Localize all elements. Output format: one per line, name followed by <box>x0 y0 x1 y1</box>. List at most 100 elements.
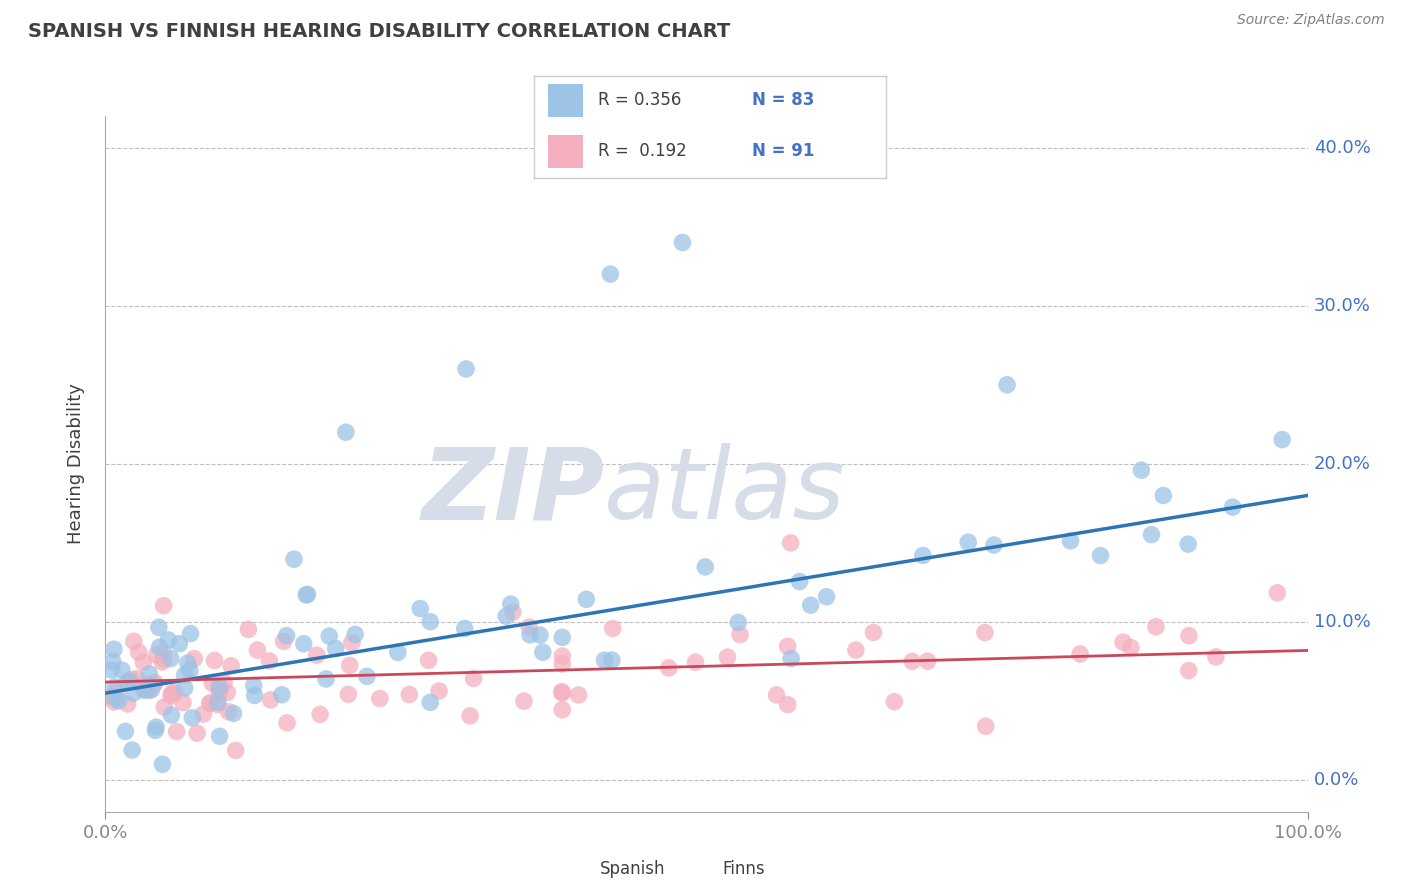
Point <box>309 707 332 722</box>
Point <box>128 645 150 659</box>
Point <box>368 691 391 706</box>
Bar <box>548 136 583 168</box>
Point <box>208 680 231 694</box>
Point <box>153 700 176 714</box>
Point <box>779 536 801 550</box>
Point <box>502 605 524 619</box>
Point <box>780 651 803 665</box>
Text: N = 91: N = 91 <box>752 142 814 160</box>
Point <box>1152 488 1174 502</box>
Point <box>135 677 157 691</box>
Point <box>776 698 799 712</box>
Point <box>1144 620 1167 634</box>
Point <box>107 693 129 707</box>
Point <box>1177 664 1199 678</box>
Point <box>356 669 378 683</box>
Point <box>339 658 361 673</box>
Point <box>207 698 229 712</box>
Point <box>169 637 191 651</box>
Point <box>911 549 934 563</box>
Point <box>409 601 432 615</box>
Point <box>499 597 522 611</box>
Point <box>246 643 269 657</box>
Point <box>207 695 229 709</box>
Point <box>463 672 485 686</box>
Point <box>1119 640 1142 655</box>
Point <box>340 635 363 649</box>
Point <box>551 630 574 644</box>
Point <box>117 697 139 711</box>
Point <box>671 235 693 250</box>
Point <box>1140 527 1163 541</box>
Text: SPANISH VS FINNISH HEARING DISABILITY CORRELATION CHART: SPANISH VS FINNISH HEARING DISABILITY CO… <box>28 22 730 41</box>
Point <box>1222 500 1244 515</box>
Point <box>297 587 319 601</box>
Point <box>160 687 183 701</box>
Point <box>122 634 145 648</box>
Point <box>800 598 823 612</box>
Point <box>180 626 202 640</box>
Point <box>957 535 980 549</box>
Point <box>121 673 143 687</box>
Point <box>101 655 124 669</box>
Point <box>550 685 572 699</box>
Point <box>160 689 183 703</box>
Point <box>204 653 226 667</box>
Point <box>148 640 170 655</box>
Point <box>104 680 127 694</box>
Point <box>242 679 264 693</box>
Point <box>105 683 128 698</box>
Point <box>283 552 305 566</box>
Text: 20.0%: 20.0% <box>1313 455 1371 473</box>
Point <box>181 711 204 725</box>
Point <box>173 668 195 682</box>
Point <box>1265 586 1288 600</box>
Point <box>419 695 441 709</box>
Text: 0.0%: 0.0% <box>1313 771 1360 789</box>
Point <box>602 622 624 636</box>
Point <box>138 667 160 681</box>
Point <box>238 623 260 637</box>
Point <box>1069 647 1091 661</box>
Text: 40.0%: 40.0% <box>1313 138 1371 157</box>
Point <box>531 645 554 659</box>
Point <box>208 685 231 699</box>
Point <box>152 757 174 772</box>
Point <box>305 648 328 662</box>
Point <box>153 652 176 666</box>
Point <box>259 654 281 668</box>
Point <box>225 743 247 757</box>
Point <box>1177 537 1199 551</box>
Point <box>419 615 441 629</box>
Point <box>458 709 481 723</box>
Point <box>276 629 298 643</box>
Point <box>517 620 540 634</box>
Point <box>551 657 574 671</box>
Point <box>217 685 239 699</box>
Point <box>1205 649 1227 664</box>
Point <box>685 655 707 669</box>
Point <box>551 703 574 717</box>
Point <box>132 682 155 697</box>
Point <box>159 651 181 665</box>
Point <box>453 622 475 636</box>
Point <box>315 672 337 686</box>
Point <box>186 726 208 740</box>
Point <box>157 632 180 647</box>
Point <box>974 719 997 733</box>
Point <box>177 656 200 670</box>
Point <box>198 696 221 710</box>
Point <box>917 654 939 668</box>
Point <box>138 683 160 698</box>
Point <box>173 681 195 695</box>
Point <box>200 696 222 710</box>
Point <box>212 675 235 690</box>
Point <box>145 648 167 662</box>
Point <box>100 690 122 704</box>
Point <box>166 724 188 739</box>
Point <box>529 628 551 642</box>
Point <box>103 695 125 709</box>
Text: R = 0.356: R = 0.356 <box>598 92 681 110</box>
Point <box>398 688 420 702</box>
Point <box>862 625 884 640</box>
